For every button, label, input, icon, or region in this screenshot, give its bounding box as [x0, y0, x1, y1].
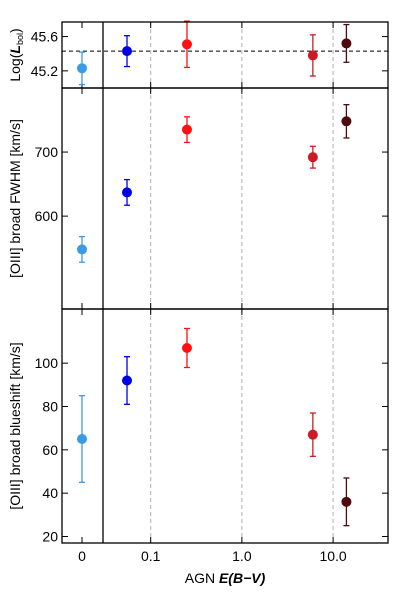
y-axis-title: [OIII] broad FWHM [km/s]: [7, 119, 23, 278]
data-point: [181, 39, 192, 50]
y-tick-label: 80: [42, 399, 58, 415]
y-tick-label: 20: [42, 529, 58, 545]
x-tick-label: 10.0: [319, 548, 346, 564]
y-tick-label: 700: [35, 144, 59, 160]
x-axis-title: AGN E(B−V): [185, 570, 266, 586]
data-point: [341, 116, 352, 127]
y-tick-label: 100: [35, 355, 59, 371]
data-point: [77, 63, 87, 74]
y-tick-label: 40: [42, 485, 58, 501]
y-tick-label: 60: [42, 442, 58, 458]
y-axis-title: Log(Lbol): [7, 28, 25, 81]
data-point: [122, 375, 133, 386]
data-point: [77, 244, 87, 255]
data-point: [181, 124, 192, 135]
data-point: [307, 429, 318, 440]
y-tick-label: 45.2: [31, 63, 58, 79]
x-tick-label: 0.1: [141, 548, 161, 564]
x-tick-label: 0: [78, 548, 86, 564]
data-point: [77, 434, 87, 444]
panel-frame: [61, 21, 389, 89]
x-tick-label: 1.0: [232, 548, 252, 564]
data-point: [122, 46, 133, 57]
data-point: [341, 38, 352, 49]
panel-frame: [61, 308, 389, 544]
panel-frame: [61, 87, 389, 310]
data-point: [122, 187, 133, 198]
y-axis-title: [OIII] broad blueshift [km/s]: [7, 342, 23, 509]
data-point: [307, 50, 318, 61]
y-tick-label: 45.6: [31, 29, 58, 45]
data-point: [307, 152, 318, 163]
data-point: [181, 343, 192, 353]
y-tick-label: 600: [35, 208, 59, 224]
data-point: [341, 496, 352, 507]
